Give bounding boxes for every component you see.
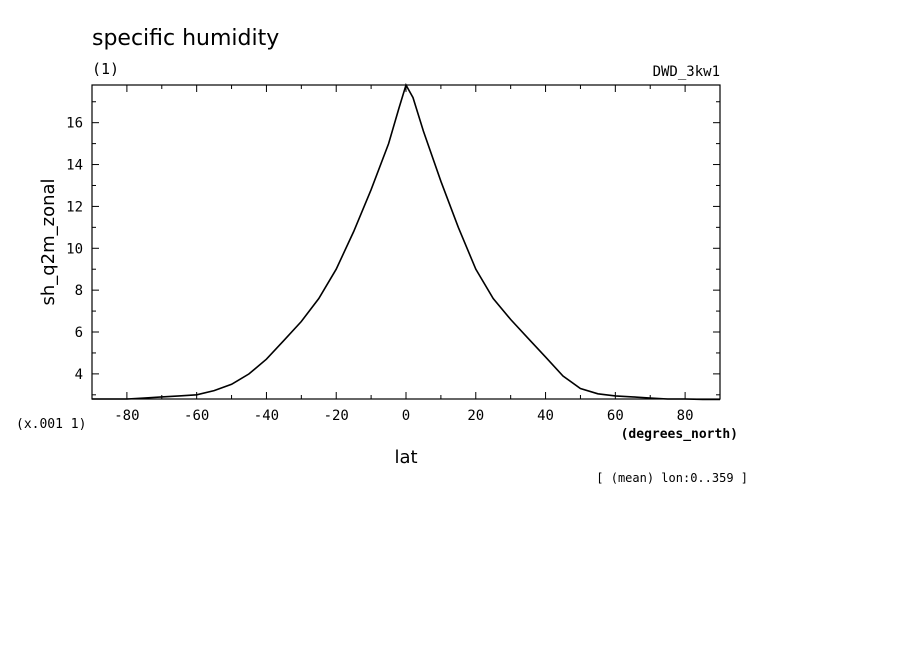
y-tick-label: 6 bbox=[75, 325, 83, 341]
x-tick-label: 20 bbox=[467, 408, 484, 424]
y-scale-label: (x.001 1) bbox=[16, 417, 86, 432]
x-tick-label: 60 bbox=[607, 408, 624, 424]
units-label: (1) bbox=[92, 60, 119, 78]
chart-title: specific humidity bbox=[92, 26, 279, 51]
x-tick-label: -40 bbox=[254, 408, 279, 424]
y-tick-label: 4 bbox=[75, 367, 83, 383]
x-tick-label: -20 bbox=[324, 408, 349, 424]
footnote: [ (mean) lon:0..359 ] bbox=[596, 471, 748, 485]
plot-frame bbox=[91, 84, 721, 400]
dataset-label: DWD_3kw1 bbox=[653, 64, 720, 80]
x-tick-label: -80 bbox=[114, 408, 139, 424]
y-tick-label: 14 bbox=[66, 158, 83, 174]
x-tick-label: -60 bbox=[184, 408, 209, 424]
x-axis-label: lat bbox=[394, 447, 417, 468]
minor-ticks bbox=[91, 85, 721, 399]
y-axis: 4 6 8 10 12 14 16 bbox=[66, 116, 720, 383]
y-axis-label: sh_q2m_zonal bbox=[38, 178, 59, 305]
x-tick-label: 80 bbox=[677, 408, 694, 424]
x-tick-label: 40 bbox=[537, 408, 554, 424]
y-tick-label: 8 bbox=[75, 283, 83, 299]
x-units-label: (degrees_north) bbox=[621, 427, 738, 442]
y-tick-label: 12 bbox=[66, 199, 83, 215]
x-axis: -80 -60 -40 -20 0 20 40 60 80 bbox=[114, 85, 694, 424]
y-tick-label: 10 bbox=[66, 241, 83, 257]
series-line bbox=[92, 82, 720, 401]
y-tick-label: 16 bbox=[66, 116, 83, 132]
x-tick-label: 0 bbox=[402, 408, 410, 424]
